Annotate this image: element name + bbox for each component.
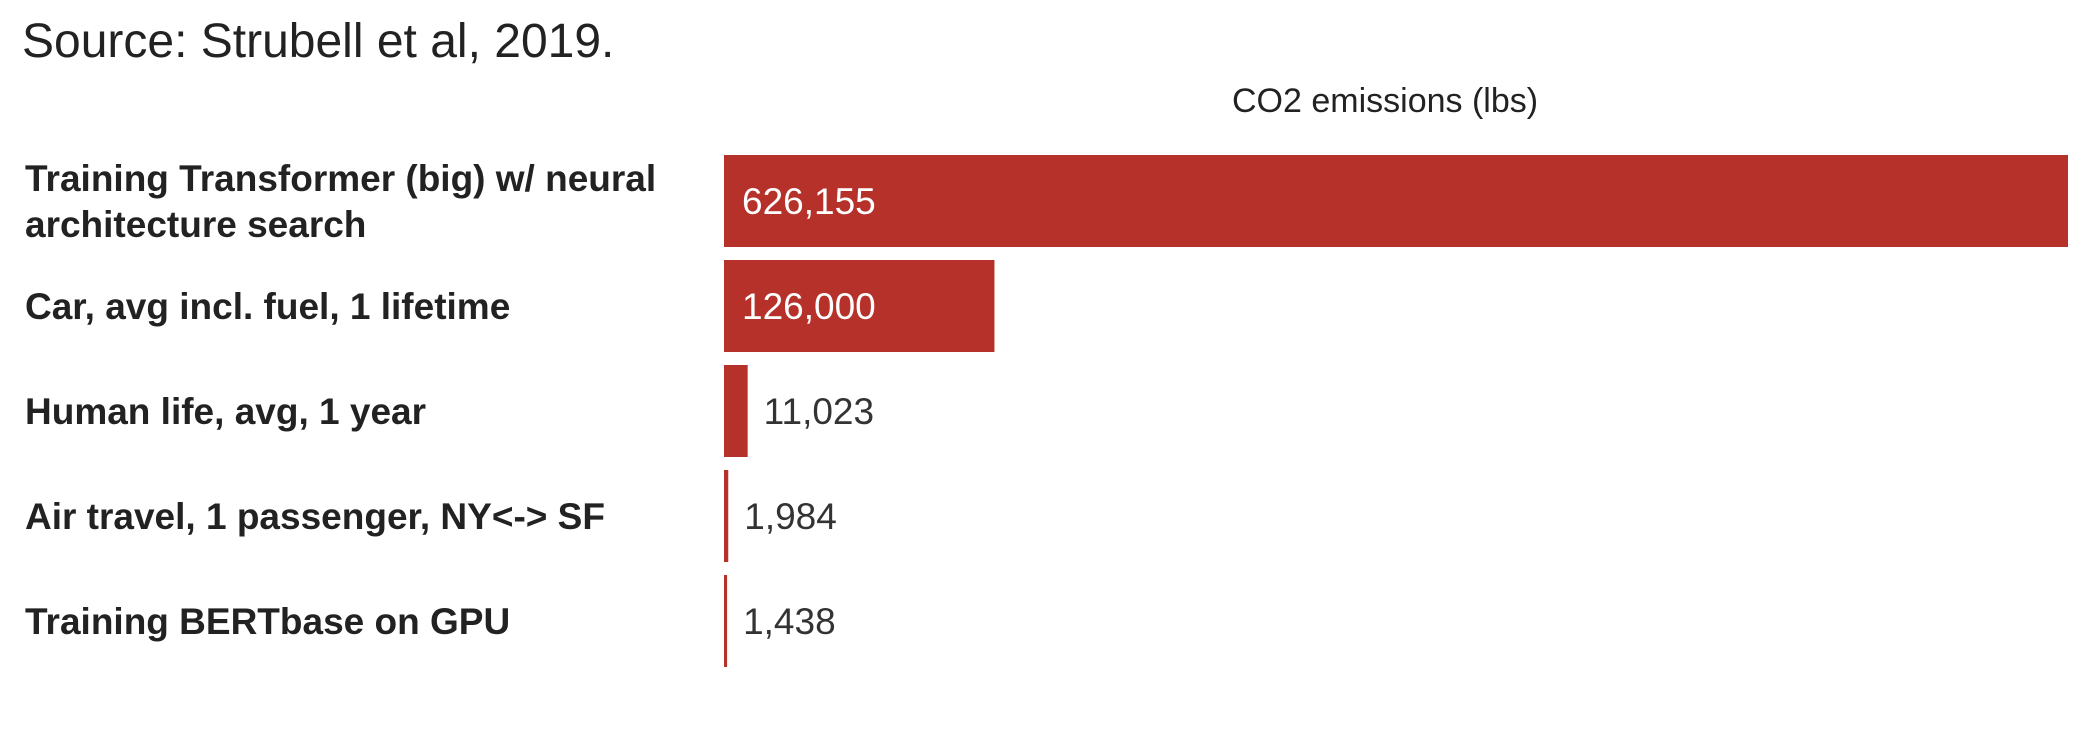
value-label: 1,984 (744, 496, 837, 537)
axis-title: CO2 emissions (lbs) (1232, 82, 1539, 120)
bar (724, 470, 729, 562)
value-label: 126,000 (742, 286, 876, 327)
value-label: 626,155 (742, 181, 876, 222)
bar (724, 575, 728, 667)
category-label: Training Transformer (big) w/ neural (25, 158, 656, 199)
category-label: Air travel, 1 passenger, NY<-> SF (25, 496, 605, 537)
value-label: 1,438 (743, 601, 836, 642)
category-label: Training BERTbase on GPU (25, 601, 510, 642)
category-label: Car, avg incl. fuel, 1 lifetime (25, 286, 510, 327)
category-label: architecture search (25, 204, 366, 245)
value-label: 11,023 (764, 391, 874, 432)
category-label: Human life, avg, 1 year (25, 391, 426, 432)
bar (724, 155, 2068, 247)
bar (724, 365, 748, 457)
bar (724, 260, 995, 352)
source-caption: Source: Strubell et al, 2019. (22, 15, 615, 68)
